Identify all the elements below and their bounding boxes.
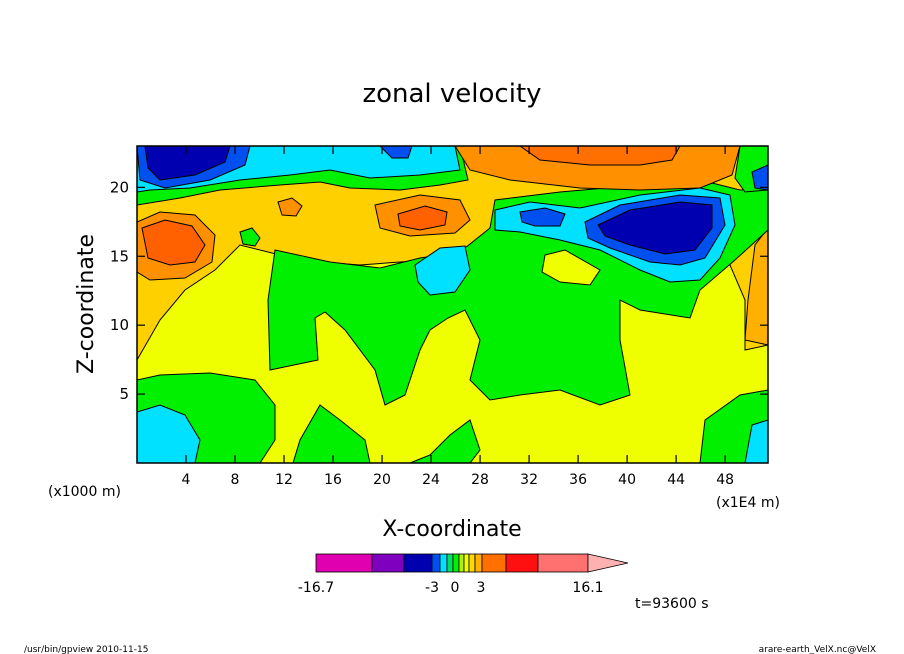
plot-frame bbox=[136, 145, 769, 464]
colorbar-bin bbox=[446, 553, 454, 573]
x-tick-label: 8 bbox=[231, 472, 240, 488]
region-darkblue-upper-left bbox=[144, 146, 231, 181]
y-tick-label: 10 bbox=[110, 316, 129, 334]
colorbar-bin bbox=[505, 553, 539, 573]
region-orange-right-edge bbox=[744, 227, 768, 346]
region-deep-orange-left bbox=[141, 219, 206, 266]
footer-right: arare-earth_VelX.nc@VelX bbox=[759, 645, 876, 654]
x-tick-label: 44 bbox=[667, 472, 685, 488]
y-tick-label: 5 bbox=[119, 385, 129, 403]
colorbar-bin bbox=[463, 553, 470, 573]
region-cyan-mid bbox=[414, 245, 471, 296]
region-darkblue-right-pool bbox=[597, 201, 713, 255]
region-yellow-inner bbox=[541, 249, 601, 286]
x-units-label: (x1000 m) bbox=[48, 484, 121, 500]
x-tick-label: 40 bbox=[618, 472, 636, 488]
x-scale-note: (x1E4 m) bbox=[716, 495, 780, 511]
chart-title: zonal velocity bbox=[362, 79, 541, 109]
colorbar-bin bbox=[315, 553, 373, 573]
x-tick-label: 12 bbox=[275, 472, 293, 488]
y-axis: 5 10 15 20 bbox=[110, 178, 768, 403]
x-tick-label: 36 bbox=[569, 472, 587, 488]
x-tick-label: 4 bbox=[182, 472, 191, 488]
time-label: t=93600 s bbox=[635, 596, 709, 612]
colorbar-ticks: -3 0 3 bbox=[425, 580, 485, 596]
y-axis-label: Z-coordinate bbox=[74, 234, 99, 374]
colorbar-min-label: -16.7 bbox=[298, 580, 334, 596]
colorbar-bin bbox=[468, 553, 476, 573]
y-tick-label: 15 bbox=[110, 247, 129, 265]
region-blue-upper-mid bbox=[379, 146, 413, 159]
colorbar-bin bbox=[371, 553, 405, 573]
region-green-bottom-mid2 bbox=[409, 419, 481, 463]
colorbar-bin bbox=[403, 553, 433, 573]
x-tick-label: 32 bbox=[520, 472, 538, 488]
colorbar-bin bbox=[452, 553, 460, 573]
region-green-bottom-mid bbox=[292, 404, 371, 463]
x-tick-label: 28 bbox=[471, 472, 489, 488]
colorbar-max-label: 16.1 bbox=[572, 580, 603, 596]
x-tick-label: 48 bbox=[716, 472, 734, 488]
colorbar-bin bbox=[431, 553, 441, 573]
x-tick-label: 20 bbox=[373, 472, 391, 488]
colorbar-bin bbox=[458, 553, 465, 573]
region-orange-small bbox=[277, 197, 303, 217]
x-axis-label: X-coordinate bbox=[382, 517, 521, 542]
footer-left: /usr/bin/gpview 2010-11-15 bbox=[24, 645, 148, 654]
colorbar-bin bbox=[537, 553, 589, 573]
x-tick-label: 24 bbox=[422, 472, 440, 488]
colorbar bbox=[315, 553, 629, 573]
region-cyan-bottom-left bbox=[137, 404, 201, 463]
x-tick-label: 16 bbox=[324, 472, 342, 488]
region-cyan-bottom-right bbox=[744, 419, 768, 463]
region-green-small bbox=[239, 227, 261, 247]
colorbar-overflow-arrow bbox=[587, 553, 629, 573]
colorbar-bin bbox=[474, 553, 483, 573]
region-blue-right-edge bbox=[751, 164, 768, 191]
x-axis: 4 8 12 16 20 24 28 32 36 40 44 48 bbox=[182, 146, 734, 488]
colorbar-bin bbox=[481, 553, 507, 573]
colorbar-tick-label: -3 bbox=[425, 580, 439, 596]
y-tick-label: 20 bbox=[110, 178, 129, 196]
colorbar-tick-label: 0 bbox=[451, 580, 460, 596]
colorbar-bin bbox=[439, 553, 448, 573]
colorbar-tick-label: 3 bbox=[477, 580, 486, 596]
region-deep-orange-mid bbox=[397, 205, 448, 231]
region-deep-orange-upper-right bbox=[519, 146, 681, 166]
plot-area bbox=[137, 146, 768, 463]
